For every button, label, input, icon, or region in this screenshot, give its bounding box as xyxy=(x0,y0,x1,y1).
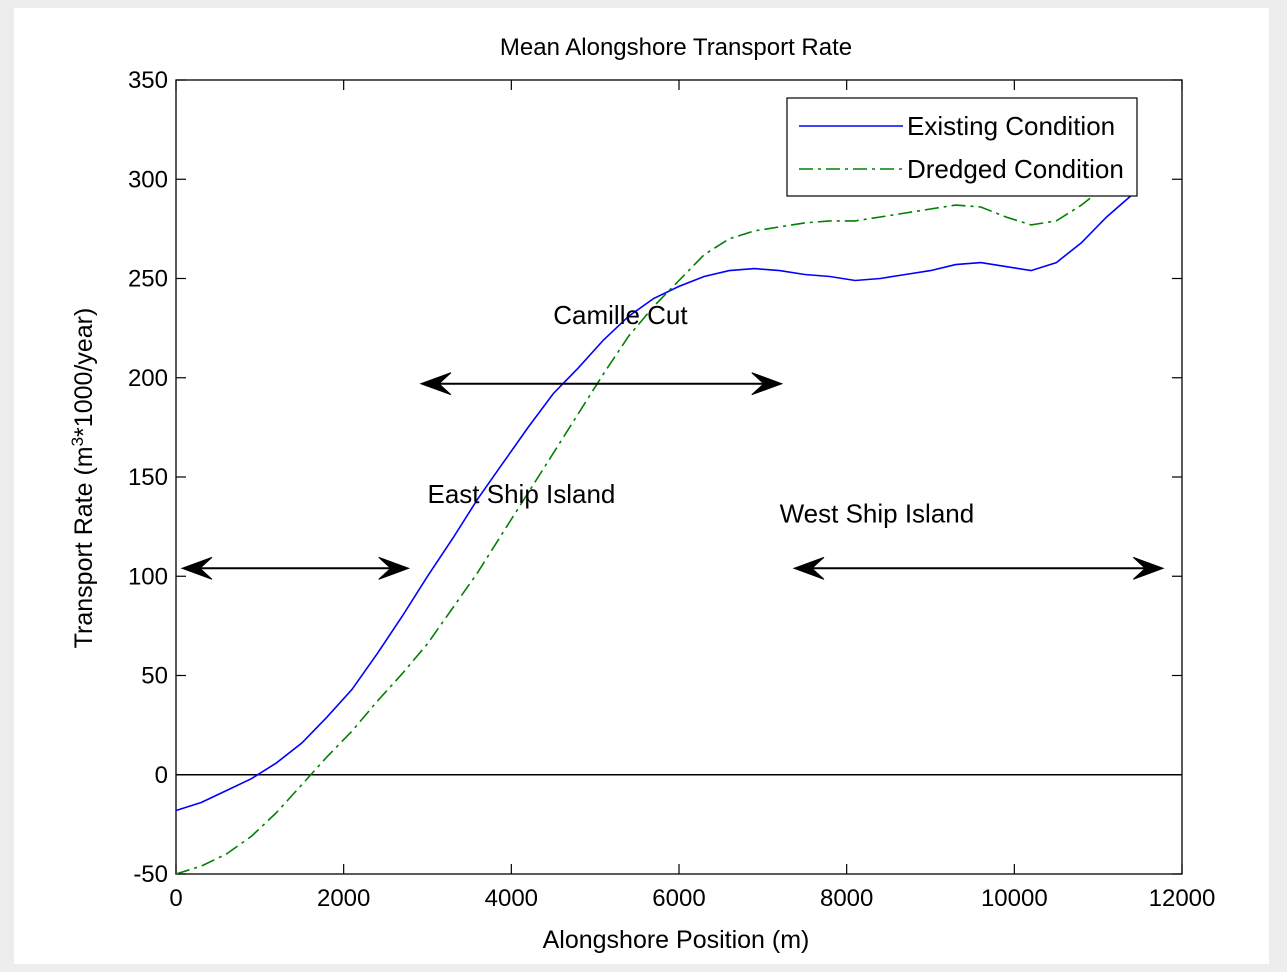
annotation-east-ship-island-arrow-left-head xyxy=(180,556,213,580)
annotation-west-ship-island-arrow-left-head xyxy=(792,556,825,580)
y-tick-label: 50 xyxy=(141,663,168,690)
series-line-existing-condition xyxy=(175,190,1135,812)
y-axis-title-suffix: *1000/year) xyxy=(70,308,98,437)
axes-box xyxy=(175,79,1183,875)
annotation-camille-cut-arrow-right-head xyxy=(751,372,784,396)
figure-canvas: Mean Alongshore Transport Rate 0 2000 4000… xyxy=(14,8,1269,964)
x-tick-label: 0 xyxy=(169,885,182,912)
y-axis-title: Transport Rate (m3*1000/year) xyxy=(68,308,99,649)
x-tick-label: 6000 xyxy=(652,885,705,912)
x-tick-label: 8000 xyxy=(820,885,873,912)
annotation-east-ship-island-arrow-right-head xyxy=(378,556,411,580)
y-tick-label: 200 xyxy=(128,365,168,392)
chart-title: Mean Alongshore Transport Rate xyxy=(500,34,852,61)
x-tick-label: 4000 xyxy=(485,885,538,912)
x-tick-label: 12000 xyxy=(1149,885,1216,912)
y-tick-label: 100 xyxy=(128,563,168,590)
annotation-camille-cut-label: Camille Cut xyxy=(553,300,688,330)
annotation-camille-cut-arrow-left-head xyxy=(419,372,452,396)
x-tick-label: 10000 xyxy=(981,885,1048,912)
legend: Existing Condition Dredged Condition xyxy=(786,97,1138,197)
x-tick-label: 2000 xyxy=(317,885,370,912)
x-axis-title: Alongshore Position (m) xyxy=(543,926,810,954)
annotation-west-ship-island-arrow-right-head xyxy=(1132,556,1165,580)
legend-box xyxy=(786,97,1138,197)
annotation-east-ship-island-label: East Ship Island xyxy=(428,479,616,509)
y-tick-label: 150 xyxy=(128,464,168,491)
y-axis-title-main: Transport Rate (m xyxy=(70,446,98,648)
y-tick-label: 300 xyxy=(128,166,168,193)
annotation-west-ship-island-label: West Ship Island xyxy=(780,499,975,529)
y-tick-label: 350 xyxy=(128,67,168,94)
y-tick-label: 250 xyxy=(128,266,168,293)
y-axis-title-superscript: 3 xyxy=(68,437,87,446)
plot-area: 0 2000 4000 6000 8000 10000 12000-500501001502… xyxy=(128,67,1215,912)
legend-label-dredged-condition: Dredged Condition xyxy=(907,154,1124,184)
series-line-dredged-condition xyxy=(175,184,1108,875)
y-tick-label: 0 xyxy=(155,762,168,789)
line-chart: Mean Alongshore Transport Rate 0 2000 4000… xyxy=(68,34,1216,954)
legend-label-existing-condition: Existing Condition xyxy=(907,111,1115,141)
y-tick-label: -50 xyxy=(133,861,168,888)
